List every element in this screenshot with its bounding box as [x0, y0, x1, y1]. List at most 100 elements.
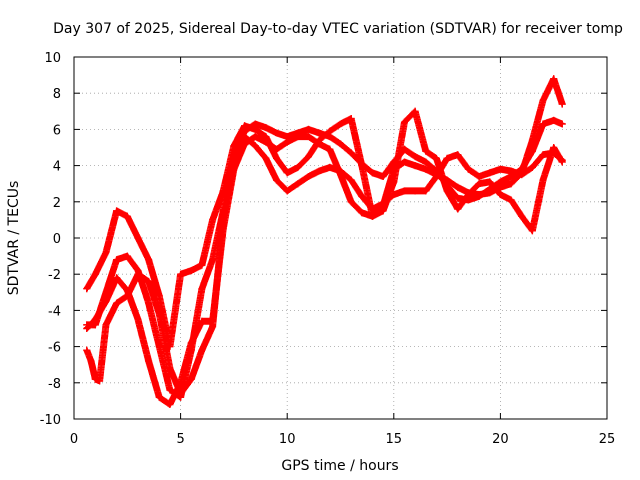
data-point	[486, 169, 494, 177]
y-tick-label: -8	[48, 377, 61, 392]
data-point	[91, 270, 99, 278]
data-point	[379, 172, 387, 180]
data-point	[315, 136, 323, 144]
data-point	[273, 176, 281, 184]
data-point	[198, 261, 206, 269]
data-point	[496, 178, 504, 186]
data-point	[422, 147, 430, 155]
data-point	[241, 133, 249, 141]
data-point	[145, 277, 153, 285]
data-point	[91, 321, 99, 329]
data-point	[113, 207, 121, 215]
series-track-c	[83, 107, 566, 351]
data-point	[368, 169, 376, 177]
y-tick-label: 8	[53, 87, 61, 102]
data-point	[134, 270, 142, 278]
data-point	[454, 205, 462, 213]
data-point	[368, 205, 376, 213]
data-point	[187, 267, 195, 275]
data-point	[113, 274, 121, 282]
data-point	[230, 142, 238, 150]
data-point	[432, 154, 440, 162]
x-tick-label: 20	[492, 432, 509, 447]
data-point	[219, 216, 227, 224]
data-point	[209, 256, 217, 264]
data-point	[496, 191, 504, 199]
chart-title: Day 307 of 2025, Sidereal Day-to-day VTE…	[53, 21, 623, 37]
plot-frame	[73, 56, 608, 420]
data-point	[283, 133, 291, 141]
data-point	[326, 127, 334, 135]
data-point	[134, 315, 142, 323]
data-point	[432, 172, 440, 180]
data-point	[145, 357, 153, 365]
y-tick-label: -4	[48, 304, 61, 319]
data-point	[305, 133, 313, 141]
series-track-d	[83, 133, 566, 398]
data-point	[400, 158, 408, 166]
data-point	[166, 401, 174, 409]
data-point	[273, 154, 281, 162]
data-point	[241, 122, 249, 130]
data-point	[558, 100, 566, 108]
data-point	[251, 125, 259, 133]
y-tick-label: -2	[48, 268, 61, 283]
data-point	[528, 163, 536, 171]
data-point	[496, 165, 504, 173]
data-point	[145, 299, 153, 307]
data-point	[539, 151, 547, 159]
data-point	[230, 162, 238, 170]
data-point	[550, 75, 558, 83]
data-point	[91, 375, 99, 383]
x-tick-label: 0	[70, 432, 78, 447]
data-point	[198, 346, 206, 354]
data-point	[539, 176, 547, 184]
data-point	[411, 162, 419, 170]
data-point	[464, 165, 472, 173]
data-point	[177, 270, 185, 278]
data-point	[337, 167, 344, 175]
data-point	[305, 172, 313, 180]
data-point	[411, 187, 419, 195]
data-point	[475, 172, 483, 180]
data-point	[209, 216, 217, 224]
data-point	[358, 209, 366, 217]
data-point	[558, 120, 566, 128]
data-point	[358, 192, 366, 200]
data-point	[454, 183, 462, 191]
x-tick-label: 5	[176, 432, 184, 447]
data-point	[475, 180, 483, 188]
y-tick-label: 10	[44, 51, 61, 66]
data-point	[390, 191, 398, 199]
data-point	[166, 364, 174, 372]
data-point	[294, 129, 302, 137]
y-tick-label: 0	[53, 232, 61, 247]
data-point	[102, 288, 110, 296]
y-tick-label: 6	[53, 123, 61, 138]
data-point	[390, 178, 398, 186]
data-point	[123, 212, 131, 220]
y-tick-label: -6	[48, 341, 61, 356]
data-point	[550, 116, 558, 124]
data-point	[507, 167, 515, 175]
data-point	[518, 212, 526, 220]
data-point	[422, 165, 430, 173]
data-point	[96, 377, 104, 385]
data-point	[337, 140, 344, 148]
data-point	[368, 212, 376, 220]
data-point	[347, 176, 355, 184]
data-point	[198, 285, 206, 293]
data-point	[464, 191, 472, 199]
data-point	[102, 248, 110, 256]
data-point	[262, 133, 270, 141]
data-point	[347, 149, 355, 157]
data-point	[113, 256, 121, 264]
data-point	[123, 252, 131, 260]
data-point	[305, 125, 313, 133]
data-point	[155, 393, 163, 401]
data-point	[528, 227, 536, 235]
data-point	[507, 180, 515, 188]
data-point	[262, 124, 270, 132]
